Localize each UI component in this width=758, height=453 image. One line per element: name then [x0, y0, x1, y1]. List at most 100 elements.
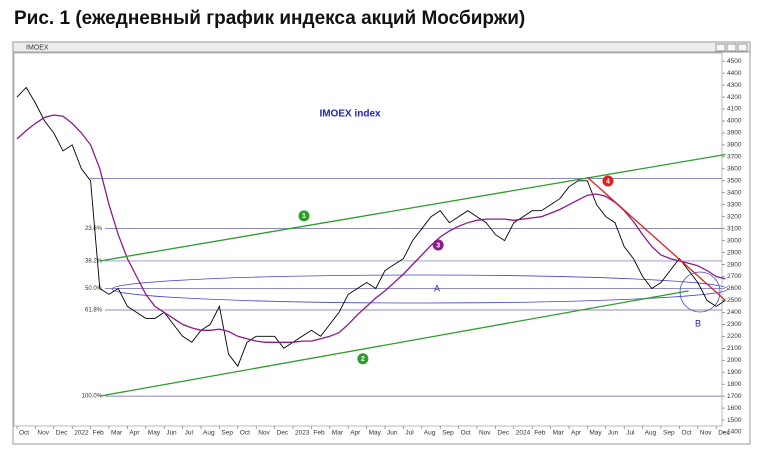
y-tick-label: 3100: [727, 225, 742, 232]
y-tick-label: 3300: [727, 201, 742, 208]
window-frame: [12, 41, 751, 445]
level-label: 61.8%: [85, 308, 103, 314]
y-tick-label: 1400: [727, 429, 742, 436]
zone-ellipse: [111, 274, 729, 304]
window-button[interactable]: [737, 43, 748, 52]
x-tick-label: Jun: [166, 430, 177, 437]
y-tick-label: 3700: [727, 154, 742, 161]
y-tick-label: 2400: [727, 309, 742, 316]
x-tick-label: May: [148, 430, 161, 437]
x-tick-label: Aug: [424, 430, 436, 437]
marker-badge: [432, 239, 444, 251]
y-tick-label: 2200: [727, 333, 742, 340]
x-tick-label: Jun: [608, 430, 619, 437]
x-tick-label: Sep: [442, 430, 454, 437]
x-tick-label: Jun: [387, 430, 398, 437]
window-header: [12, 41, 751, 53]
y-tick-label: 2900: [727, 249, 742, 256]
y-tick-label: 2000: [727, 357, 742, 364]
x-tick-label: Oct: [681, 430, 691, 437]
x-tick-label: May: [589, 430, 602, 437]
x-tick-label: May: [369, 430, 382, 437]
x-tick-label: Feb: [93, 430, 105, 437]
chart-title: Рис. 1 (ежедневный график индекса акций …: [14, 8, 525, 29]
series-line: [16, 114, 726, 343]
trend-line: [99, 153, 726, 262]
level-label: 100.0%: [82, 394, 103, 400]
y-tick-label: 3900: [727, 130, 742, 137]
x-tick-label: Oct: [240, 430, 250, 437]
marker-badge: [357, 353, 369, 365]
y-tick-label: 4500: [727, 58, 742, 65]
marker-label: 1: [302, 213, 306, 220]
y-tick-label: 3200: [727, 213, 742, 220]
y-tick-label: 4200: [727, 94, 742, 101]
zone-label: B: [695, 318, 701, 328]
y-tick-label: 1500: [727, 417, 742, 424]
window-title: IMOEX: [26, 44, 49, 51]
marker-label: 4: [606, 178, 610, 185]
x-tick-label: Jul: [626, 430, 635, 437]
y-tick-label: 3600: [727, 166, 742, 173]
x-tick-label: 2022: [74, 430, 89, 437]
x-tick-label: Mar: [553, 430, 565, 437]
y-tick-label: 2600: [727, 285, 742, 292]
x-tick-label: Sep: [221, 430, 233, 437]
level-label: 50.0%: [85, 286, 103, 292]
y-tick-label: 3400: [727, 189, 742, 196]
x-tick-label: Feb: [313, 430, 325, 437]
x-tick-label: Dec: [56, 430, 68, 437]
marker-badge: [602, 175, 614, 187]
y-tick-label: 3000: [727, 237, 742, 244]
y-tick-label: 4400: [727, 70, 742, 77]
window-button[interactable]: [726, 43, 737, 52]
trend-line: [99, 290, 689, 397]
x-tick-label: Oct: [461, 430, 471, 437]
y-tick-label: 1700: [727, 393, 742, 400]
window-button[interactable]: [715, 43, 726, 52]
x-tick-label: Mar: [111, 430, 123, 437]
y-tick-label: 2800: [727, 261, 742, 268]
x-tick-label: Dec: [277, 430, 289, 437]
x-tick-label: Nov: [479, 430, 491, 437]
x-tick-label: Nov: [258, 430, 270, 437]
x-tick-label: 2024: [516, 430, 531, 437]
x-tick-label: Jul: [405, 430, 414, 437]
y-tick-label: 4300: [727, 82, 742, 89]
y-tick-label: 1900: [727, 369, 742, 376]
x-tick-label: Nov: [700, 430, 712, 437]
annotation: IMOEX index: [319, 109, 381, 120]
y-tick-label: 2700: [727, 273, 742, 280]
plot-frame: [13, 52, 723, 427]
y-tick-label: 4100: [727, 106, 742, 113]
y-tick-label: 2300: [727, 321, 742, 328]
level-label: 23.6%: [85, 226, 103, 232]
marker-badge: [298, 210, 310, 222]
x-tick-label: Oct: [19, 430, 29, 437]
x-tick-label: Jul: [185, 430, 194, 437]
x-tick-label: Feb: [534, 430, 546, 437]
y-tick-label: 2500: [727, 297, 742, 304]
x-tick-label: Sep: [663, 430, 675, 437]
level-label: 38.2%: [85, 259, 103, 265]
series-line: [16, 86, 726, 368]
x-tick-label: Apr: [129, 430, 140, 437]
x-tick-label: Dec: [497, 430, 509, 437]
y-tick-label: 1600: [727, 405, 742, 412]
y-tick-label: 4000: [727, 118, 742, 125]
x-tick-label: Mar: [332, 430, 344, 437]
y-tick-label: 2100: [727, 345, 742, 352]
y-tick-label: 1800: [727, 381, 742, 388]
x-tick-label: Aug: [645, 430, 657, 437]
x-tick-label: Apr: [571, 430, 582, 437]
trend-line: [586, 176, 726, 301]
x-tick-label: Nov: [37, 430, 49, 437]
marker-label: 2: [361, 356, 365, 363]
marker-label: 3: [436, 242, 440, 249]
y-tick-label: 3800: [727, 142, 742, 149]
y-tick-label: 3500: [727, 178, 742, 185]
x-tick-label: Apr: [350, 430, 361, 437]
x-tick-label: 2023: [295, 430, 310, 437]
x-tick-label: Dec: [718, 430, 730, 437]
